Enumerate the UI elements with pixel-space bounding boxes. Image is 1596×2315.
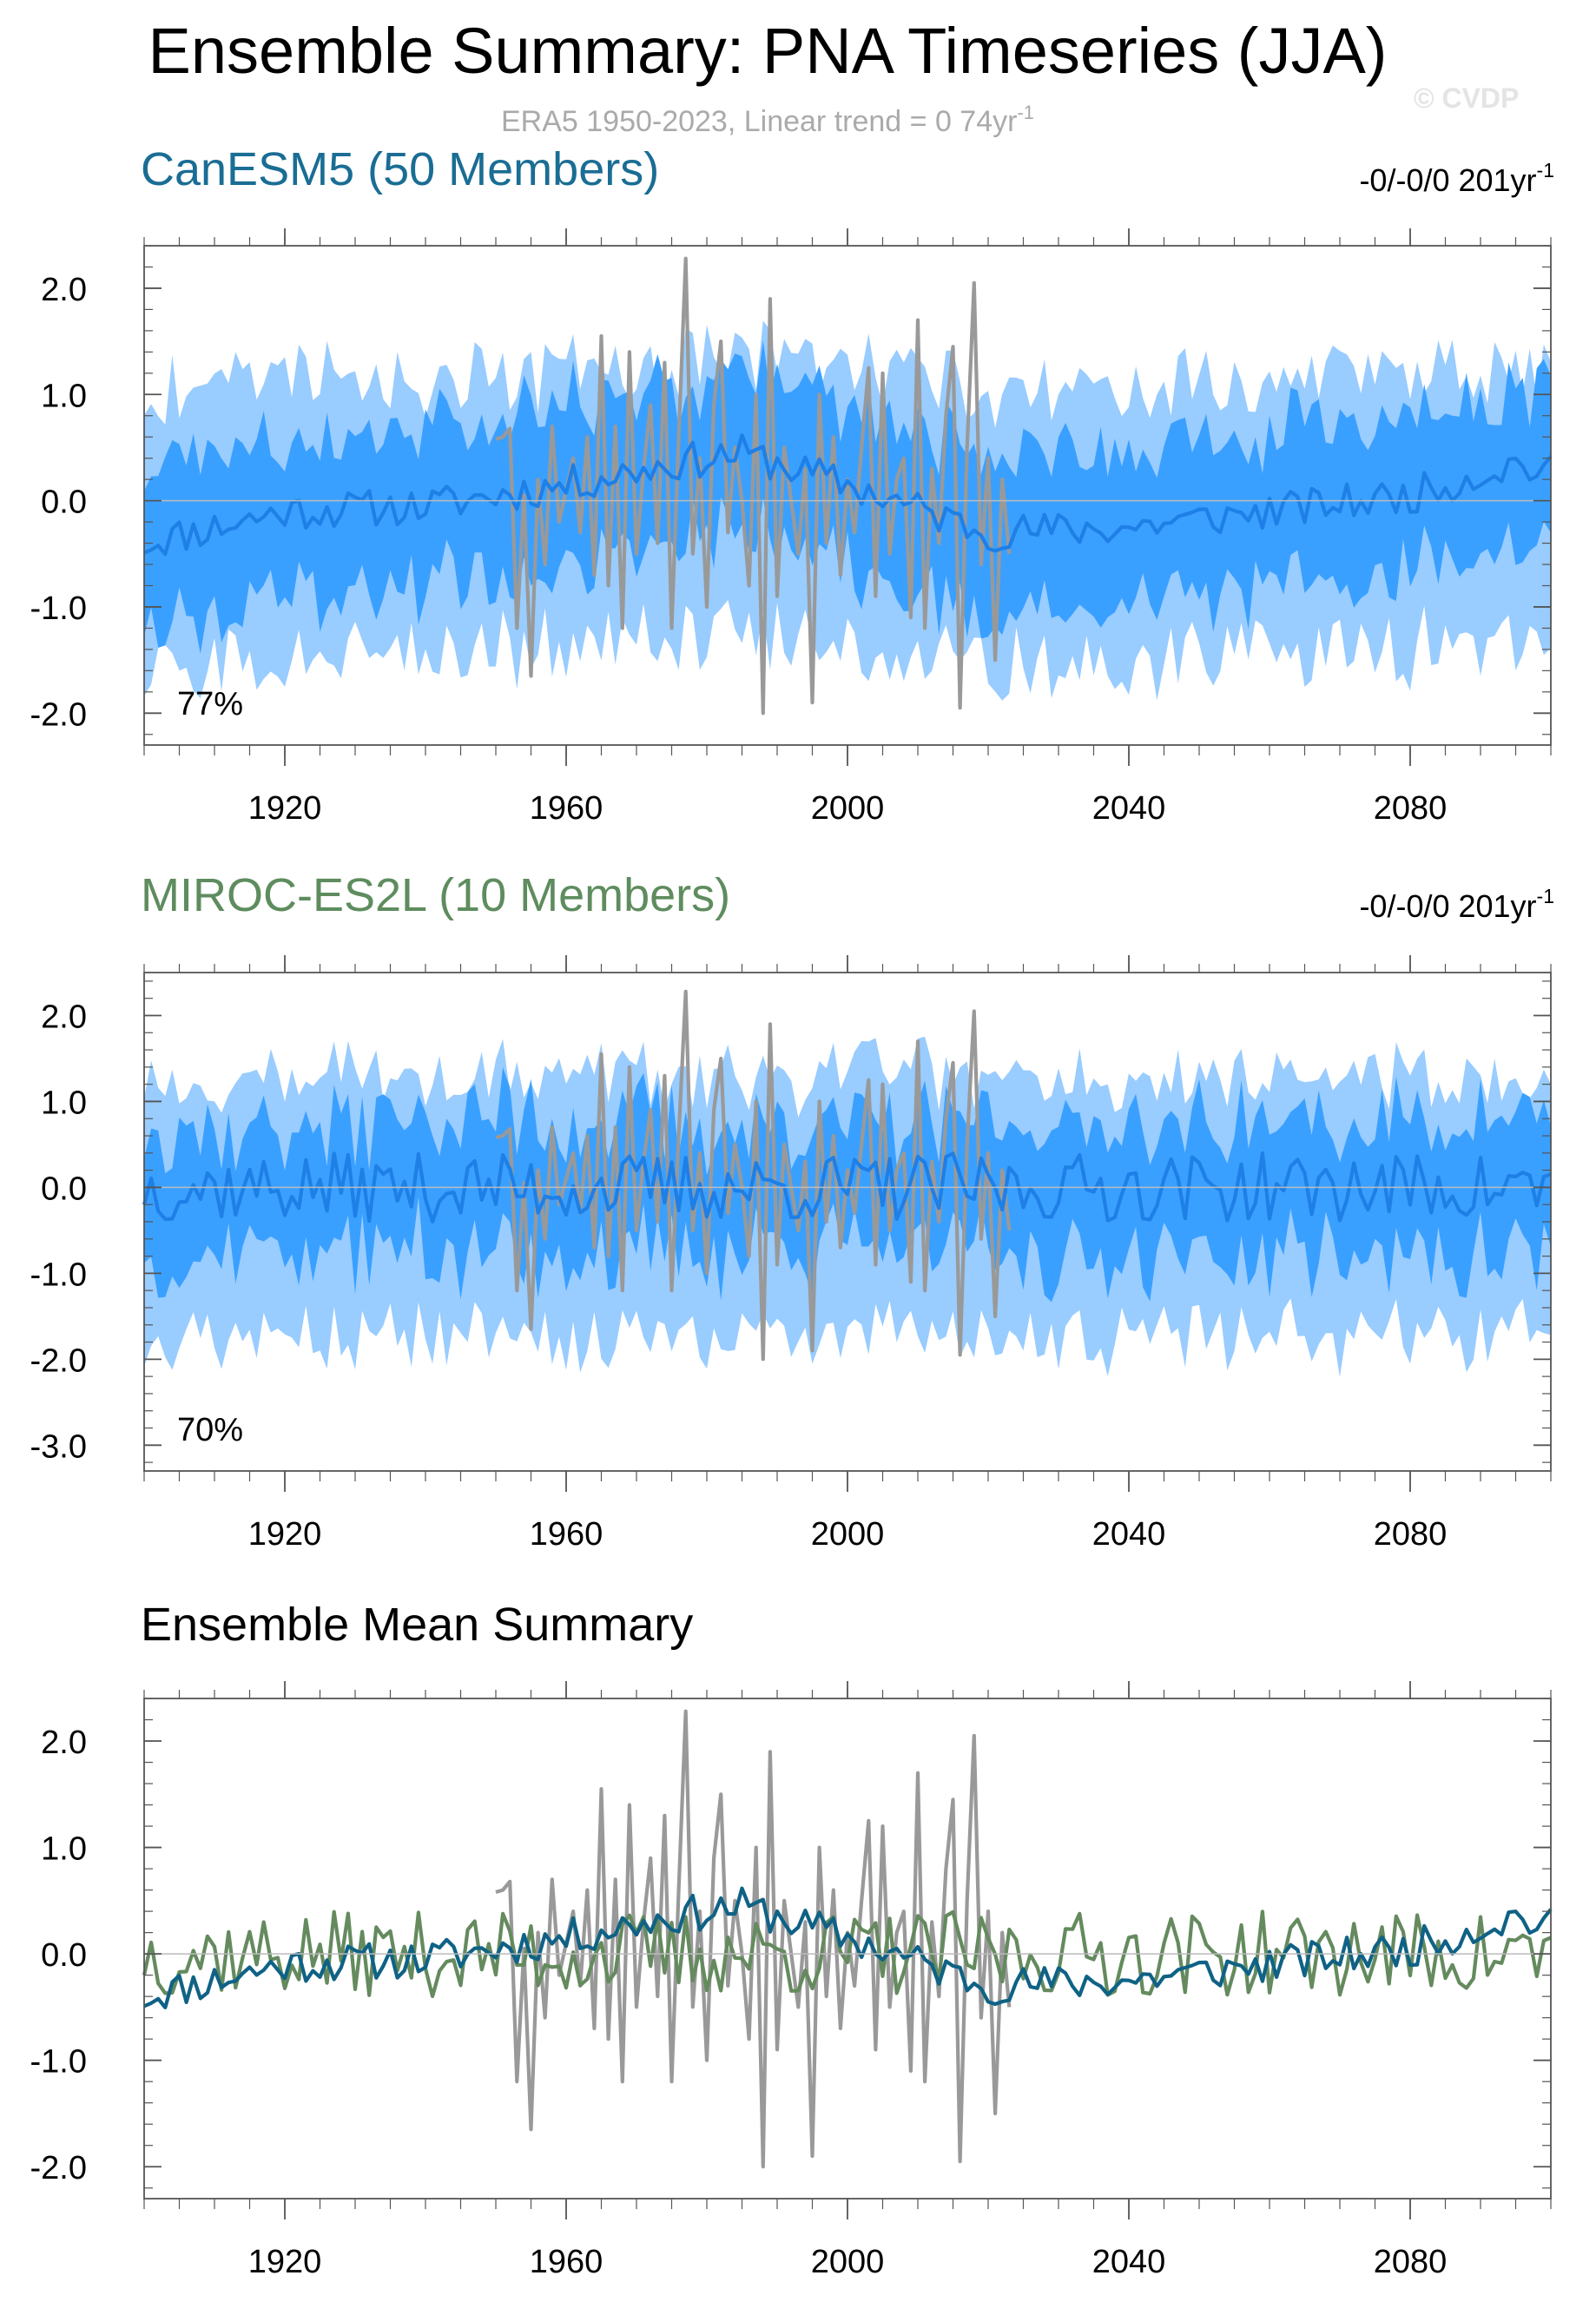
summary-miroc-mean-line [142, 1909, 1552, 1999]
canesm5-plot-frame [143, 245, 1552, 746]
summary-xtick-label: 1920 [248, 2244, 322, 2280]
canesm5-xtick-label: 1920 [248, 790, 322, 827]
miroc-ytick-label: 1.0 [41, 1085, 87, 1121]
canesm5-ytick-label: 2.0 [41, 272, 87, 308]
summary-xtick-label: 2080 [1374, 2244, 1448, 2280]
canesm5-trend-label: -0/-0/0 201yr-1 [1359, 159, 1554, 198]
miroc-ytick-label: 0.0 [41, 1171, 87, 1207]
miroc-panel-title: MIROC-ES2L (10 Members) [141, 869, 730, 921]
canesm5-xtick-label: 2040 [1092, 790, 1166, 827]
summary-xtick-label: 2000 [811, 2244, 885, 2280]
miroc-plot-frame [143, 972, 1552, 1472]
canesm5-panel-title: CanESM5 (50 Members) [141, 143, 659, 195]
miroc-trend-label: -0/-0/0 201yr-1 [1359, 885, 1554, 924]
figure-title: Ensemble Summary: PNA Timeseries (JJA) [148, 15, 1388, 87]
canesm5-ytick-label: 1.0 [41, 378, 87, 414]
summary-ytick-label: 0.0 [41, 1937, 87, 1974]
canesm5-ytick-label: 0.0 [41, 485, 87, 521]
canesm5-panel: 2.0 1.0 0.0 -1.0 -2.0 1920 1960 2000 2040 2080 77… [30, 228, 1553, 827]
subtitle-superscript: -1 [1017, 102, 1034, 123]
miroc-ytick-label: -1.0 [30, 1256, 87, 1293]
cvdp-watermark: © CVDP [1414, 82, 1519, 114]
miroc-xtick-label: 1960 [530, 1516, 603, 1553]
miroc-xtick-label: 2080 [1374, 1516, 1448, 1553]
summary-panel-title: Ensemble Mean Summary [141, 1599, 693, 1651]
miroc-panel: 2.0 1.0 0.0 -1.0 -2.0 -3.0 1920 1960 2000 2040 208… [30, 955, 1552, 1553]
summary-ytick-label: 2.0 [41, 1725, 87, 1761]
miroc-percent-label: 70% [177, 1412, 243, 1448]
canesm5-xtick-label: 2000 [811, 790, 885, 827]
miroc-xtick-label: 2040 [1092, 1516, 1166, 1553]
canesm5-percent-label: 77% [177, 686, 243, 722]
figure-subtitle: ERA5 1950-2023, Linear trend = 0 74yr-1 [501, 102, 1034, 138]
miroc-ytick-label: -3.0 [30, 1428, 87, 1465]
miroc-xtick-label: 2000 [811, 1516, 885, 1553]
summary-ytick-label: -2.0 [30, 2150, 87, 2186]
canesm5-era5-line [495, 256, 1012, 716]
summary-xtick-label: 2040 [1092, 2244, 1166, 2280]
miroc-ytick-label: -2.0 [30, 1342, 87, 1379]
summary-xtick-label: 1960 [530, 2244, 603, 2280]
canesm5-ytick-label: -1.0 [30, 590, 87, 627]
summary-plot-frame [143, 1698, 1552, 2200]
summary-ytick-label: -1.0 [30, 2044, 87, 2081]
miroc-trend-text: -0/-0/0 201yr [1359, 888, 1536, 924]
canesm5-ensemble-mean-line [143, 433, 1553, 557]
summary-ytick-label: 1.0 [41, 1831, 87, 1868]
canesm5-ytick-label: -2.0 [30, 696, 87, 733]
canesm5-xtick-label: 1960 [530, 790, 603, 827]
summary-canesm5-mean-line [143, 1886, 1553, 2009]
canesm5-xtick-label: 2080 [1374, 790, 1448, 827]
miroc-ytick-label: 2.0 [41, 999, 87, 1035]
miroc-trend-sup: -1 [1537, 885, 1554, 907]
summary-panel: 2.0 1.0 0.0 -1.0 -2.0 1920 1960 2000 2040 2080 [30, 1681, 1553, 2280]
miroc-ensemble-mean-line [142, 1151, 1552, 1223]
miroc-xtick-label: 1920 [248, 1516, 322, 1553]
canesm5-trend-sup: -1 [1537, 159, 1554, 181]
subtitle-text: ERA5 1950-2023, Linear trend = 0 74yr [501, 105, 1017, 138]
canesm5-trend-text: -0/-0/0 201yr [1359, 162, 1536, 198]
